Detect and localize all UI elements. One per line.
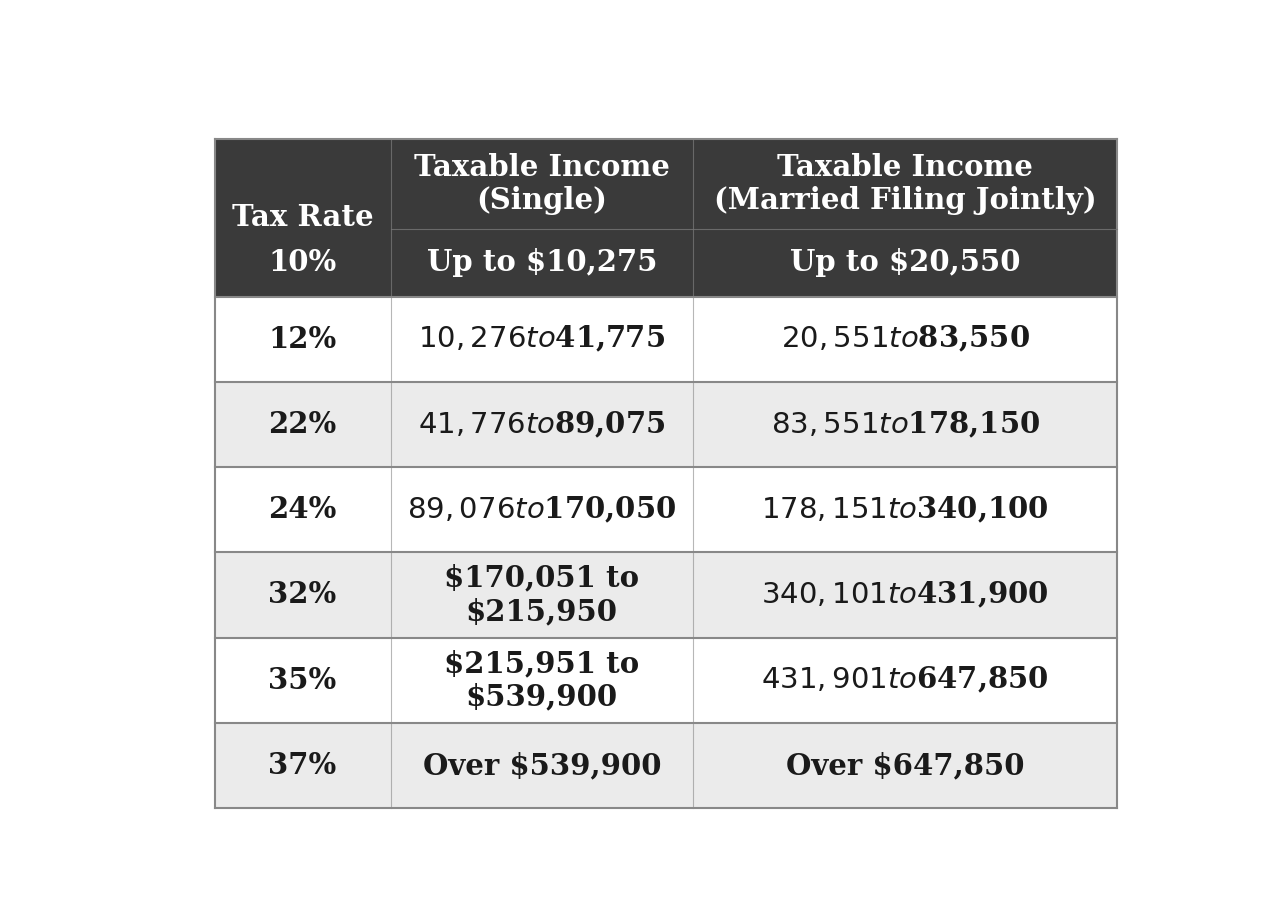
- Text: Up to $20,550: Up to $20,550: [790, 249, 1020, 277]
- Text: 37%: 37%: [269, 751, 337, 780]
- Text: $178,151 to $340,100: $178,151 to $340,100: [762, 494, 1050, 525]
- Text: $431,901 to $647,850: $431,901 to $647,850: [762, 665, 1050, 696]
- Text: $10,276 to $41,775: $10,276 to $41,775: [419, 324, 666, 354]
- Text: 35%: 35%: [269, 665, 337, 695]
- Text: 22%: 22%: [269, 410, 337, 439]
- Text: $340,101 to $431,900: $340,101 to $431,900: [762, 580, 1050, 610]
- Text: $215,951 to
$539,900: $215,951 to $539,900: [444, 649, 639, 711]
- Text: 24%: 24%: [269, 495, 337, 524]
- Text: 10%: 10%: [269, 249, 337, 277]
- Text: Over $647,850: Over $647,850: [786, 751, 1024, 780]
- Text: $41,776 to $89,075: $41,776 to $89,075: [419, 409, 666, 440]
- Text: Up to $10,275: Up to $10,275: [426, 249, 657, 277]
- Text: Over $539,900: Over $539,900: [422, 751, 660, 780]
- Text: 12%: 12%: [269, 324, 337, 354]
- Text: $20,551 to $83,550: $20,551 to $83,550: [781, 324, 1029, 354]
- Text: Tax Rate: Tax Rate: [232, 203, 374, 233]
- Text: $170,051 to
$215,950: $170,051 to $215,950: [444, 564, 639, 626]
- Text: $83,551 to $178,150: $83,551 to $178,150: [771, 409, 1039, 440]
- Bar: [215, 553, 1117, 638]
- Text: 32%: 32%: [269, 580, 337, 610]
- Text: Taxable Income
(Single): Taxable Income (Single): [413, 152, 669, 215]
- Bar: [215, 467, 1117, 553]
- Bar: [215, 382, 1117, 467]
- Text: Taxable Income
(Married Filing Jointly): Taxable Income (Married Filing Jointly): [714, 152, 1097, 215]
- Bar: [215, 723, 1117, 808]
- Bar: [215, 140, 1117, 297]
- Bar: [215, 297, 1117, 382]
- Text: $89,076 to $170,050: $89,076 to $170,050: [407, 494, 676, 525]
- Bar: [215, 638, 1117, 723]
